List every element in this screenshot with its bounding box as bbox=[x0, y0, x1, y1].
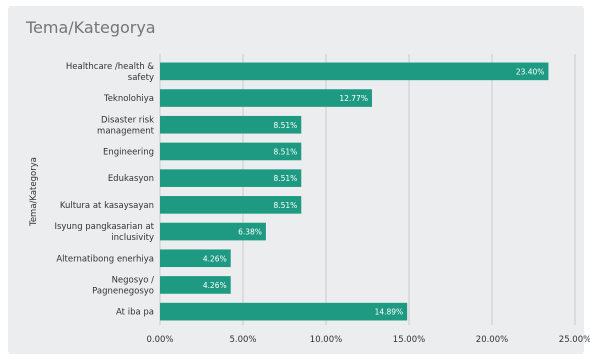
category-label: Edukasyon bbox=[108, 174, 154, 184]
bar bbox=[160, 89, 372, 107]
data-label: 6.38% bbox=[238, 228, 262, 237]
category-label: Kultura at kasaysayan bbox=[60, 201, 154, 211]
x-tick-label: 20.00% bbox=[476, 335, 508, 345]
data-label: 8.51% bbox=[273, 121, 297, 130]
bar bbox=[160, 115, 302, 134]
data-label: 14.89% bbox=[375, 308, 404, 317]
bar bbox=[160, 142, 302, 161]
category-label: Alternatibong enerhiya bbox=[56, 254, 154, 264]
bar bbox=[160, 302, 408, 321]
bar bbox=[160, 222, 266, 241]
x-tick-label: 0.00% bbox=[146, 335, 173, 345]
bar bbox=[160, 169, 302, 187]
data-label: 23.40% bbox=[516, 67, 545, 76]
category-label: Teknolohiya bbox=[103, 94, 154, 104]
data-label: 4.26% bbox=[203, 254, 227, 263]
data-label: 8.51% bbox=[273, 147, 297, 156]
category-label: Negosyo / Pagnenegosyo bbox=[92, 275, 154, 296]
y-axis-title: Tema/Kategorya bbox=[29, 157, 39, 227]
data-label: 8.51% bbox=[273, 201, 297, 210]
category-label: Disaster risk management bbox=[97, 115, 155, 136]
data-label: 12.77% bbox=[339, 94, 368, 103]
x-tick-label: 10.00% bbox=[310, 335, 342, 345]
data-label: 4.26% bbox=[203, 281, 227, 290]
category-label: Isyung pangkasarian at inclusivity bbox=[54, 222, 154, 243]
category-label: Engineering bbox=[103, 147, 154, 157]
bar bbox=[160, 276, 231, 294]
category-label: At iba pa bbox=[116, 308, 154, 318]
category-label: Healthcare /health & safety bbox=[66, 62, 155, 83]
data-label: 8.51% bbox=[273, 174, 297, 183]
chart-title: Tema/Kategorya bbox=[26, 18, 156, 37]
x-tick-label: 5.00% bbox=[229, 335, 256, 345]
x-tick-label: 25.00% bbox=[559, 335, 590, 345]
x-tick-label: 15.00% bbox=[393, 335, 425, 345]
bar bbox=[160, 249, 231, 268]
bar bbox=[160, 62, 549, 81]
bar bbox=[160, 196, 302, 214]
